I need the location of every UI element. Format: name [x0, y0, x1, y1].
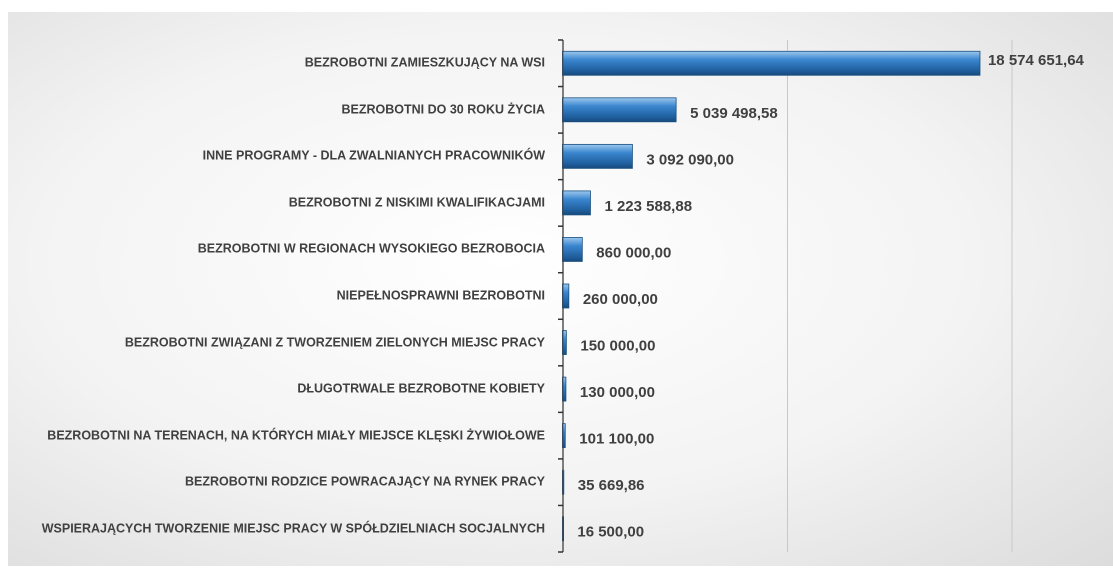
category-text: INNE PROGRAMY - DLA ZWALNIANYCH PRACOWNI… [202, 148, 545, 163]
data-label: 35 669,86 [578, 477, 645, 494]
category-text: DŁUGOTRWALE BEZROBOTNE KOBIETY [297, 381, 545, 396]
data-label: 16 500,00 [577, 524, 644, 541]
bar [562, 330, 567, 355]
category-label: BEZROBOTNI ZAMIESZKUJĄCY NA WSI [32, 55, 545, 72]
data-label: 101 100,00 [579, 431, 654, 448]
category-text: NIEPEŁNOSPRAWNI BEZROBOTNI [336, 288, 545, 303]
plot-background [8, 12, 1113, 566]
data-label: 3 092 090,00 [646, 151, 734, 168]
category-text: BEZROBOTNI Z NISKIMI KWALIFIKACJAMI [288, 195, 545, 210]
data-label: 1 223 588,88 [604, 198, 692, 215]
category-label: BEZROBOTNI DO 30 ROKU ŻYCIA [32, 101, 546, 118]
category-text: WSPIERAJĄCYCH TWORZENIE MIEJSC PRACY W S… [41, 521, 545, 536]
category-label: BEZROBOTNI W REGIONACH WYSOKIEGO BEZROBO… [32, 241, 545, 258]
category-label: BEZROBOTNI ZWIĄZANI Z TWORZENIEM ZIELONY… [32, 334, 545, 351]
category-label: DŁUGOTRWALE BEZROBOTNE KOBIETY [32, 381, 545, 398]
data-label: 130 000,00 [580, 384, 655, 401]
category-text: BEZROBOTNI ZWIĄZANI Z TWORZENIEM ZIELONY… [124, 335, 545, 350]
category-text: BEZROBOTNI NA TERENACH, NA KTÓRYCH MIAŁY… [47, 428, 545, 443]
data-label: 18 574 651,64 [988, 52, 1085, 69]
data-label: 5 039 498,58 [690, 105, 778, 122]
data-label: 260 000,00 [583, 291, 658, 308]
category-label: NIEPEŁNOSPRAWNI BEZROBOTNI [32, 288, 545, 305]
bar [562, 423, 566, 449]
category-text: BEZROBOTNI RODZICE POWRACAJĄCY NA RYNEK … [185, 474, 545, 489]
category-text: BEZROBOTNI DO 30 ROKU ŻYCIA [341, 102, 546, 117]
category-text: BEZROBOTNI ZAMIESZKUJĄCY NA WSI [304, 55, 545, 70]
data-label: 150 000,00 [580, 338, 655, 355]
bar [562, 50, 981, 76]
data-label: 860 000,00 [596, 244, 671, 261]
bar [562, 283, 570, 309]
category-label: INNE PROGRAMY - DLA ZWALNIANYCH PRACOWNI… [32, 148, 545, 165]
category-label: BEZROBOTNI RODZICE POWRACAJĄCY NA RYNEK … [32, 474, 545, 491]
bar [562, 376, 567, 402]
bar [562, 97, 677, 123]
bar [562, 143, 633, 169]
bar [562, 237, 583, 262]
category-text: BEZROBOTNI W REGIONACH WYSOKIEGO BEZROBO… [197, 241, 545, 256]
category-label: BEZROBOTNI Z NISKIMI KWALIFIKACJAMI [32, 194, 545, 211]
bar [562, 190, 591, 216]
category-label: BEZROBOTNI NA TERENACH, NA KTÓRYCH MIAŁY… [32, 427, 545, 444]
category-label: WSPIERAJĄCYCH TWORZENIE MIEJSC PRACY W S… [32, 520, 545, 537]
bar [562, 469, 565, 495]
